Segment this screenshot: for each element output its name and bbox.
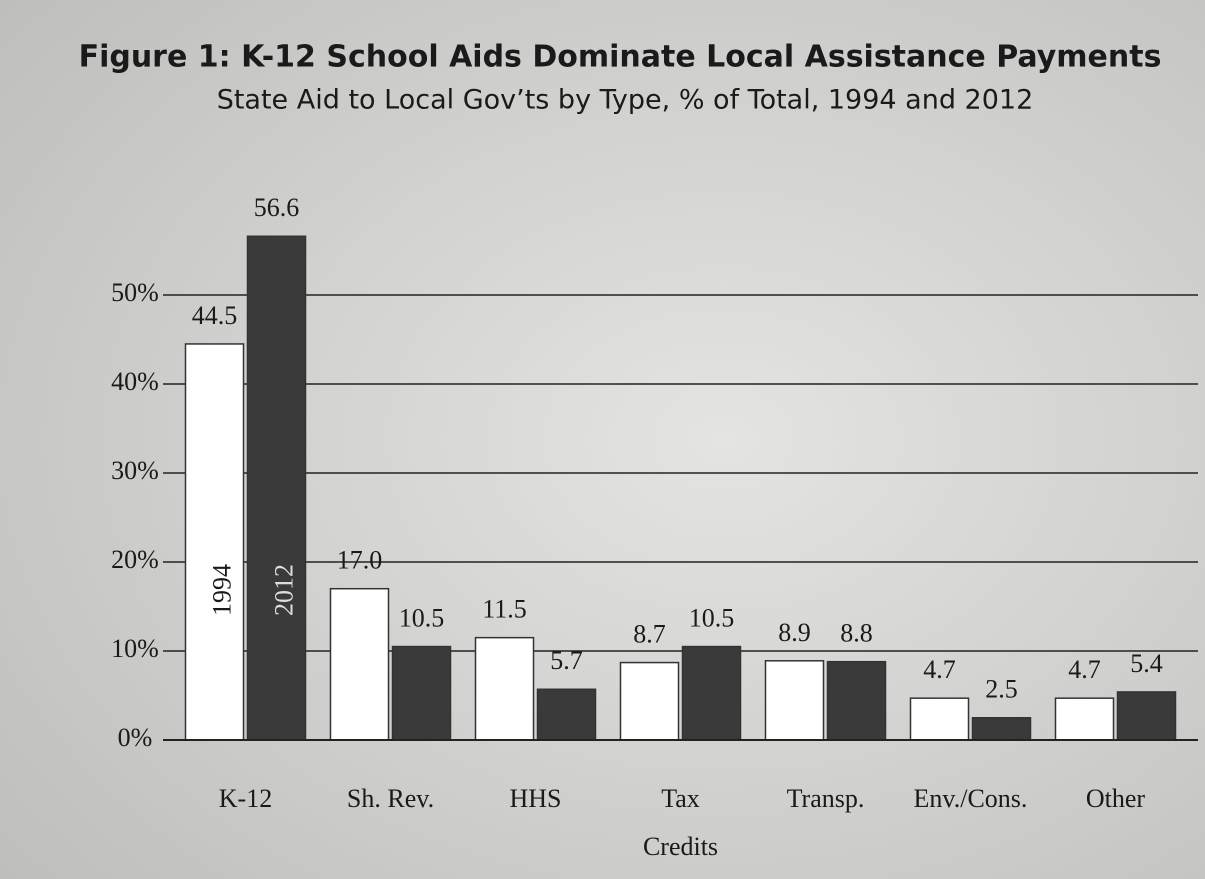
chart-subtitle: State Aid to Local Gov’ts by Type, % of … [217,85,1034,116]
bar [474,636,535,741]
bar [909,697,970,741]
bar [391,645,452,741]
y-tick-label: 50% [111,278,159,307]
legend-label: 2012 [269,564,298,616]
data-label: 10.5 [399,604,445,633]
data-label: 5.7 [550,646,583,675]
data-label: 11.5 [482,595,527,624]
data-label: 8.7 [633,620,666,649]
y-tick-label: 30% [111,456,159,485]
data-label: 10.5 [689,604,735,633]
x-tick-label: Credits [643,832,718,861]
data-label: 4.7 [923,655,956,684]
bar [184,343,245,741]
bar [764,660,825,741]
data-label: 4.7 [1068,655,1101,684]
data-label: 56.6 [254,193,300,222]
data-label: 8.8 [840,619,873,648]
y-tick-label: 20% [111,545,159,574]
y-tick-label: 0% [118,723,153,752]
data-label: 8.9 [778,618,811,647]
x-tick-label: Transp. [787,784,865,813]
bar [1116,691,1177,741]
y-tick-label: 10% [111,634,159,663]
x-tick-label: Sh. Rev. [347,784,434,813]
bar [971,717,1032,741]
data-label: 44.5 [192,301,238,330]
y-tick-label: 40% [111,367,159,396]
x-tick-label: Other [1086,784,1146,813]
bar [681,645,742,741]
bar [1054,697,1115,741]
data-label: 2.5 [985,675,1018,704]
x-tick-label: Tax [661,784,700,813]
legend-label: 1994 [207,564,236,616]
x-tick-label: K-12 [219,784,272,813]
bar [826,660,887,741]
data-label: 5.4 [1130,649,1163,678]
chart-title: Figure 1: K-12 School Aids Dominate Loca… [79,40,1162,75]
bar [536,688,597,741]
x-tick-label: HHS [509,784,561,813]
data-label: 17.0 [337,546,383,575]
x-tick-label: Env./Cons. [914,784,1028,813]
bar [329,587,390,741]
bar [246,235,307,741]
bar [619,661,680,741]
